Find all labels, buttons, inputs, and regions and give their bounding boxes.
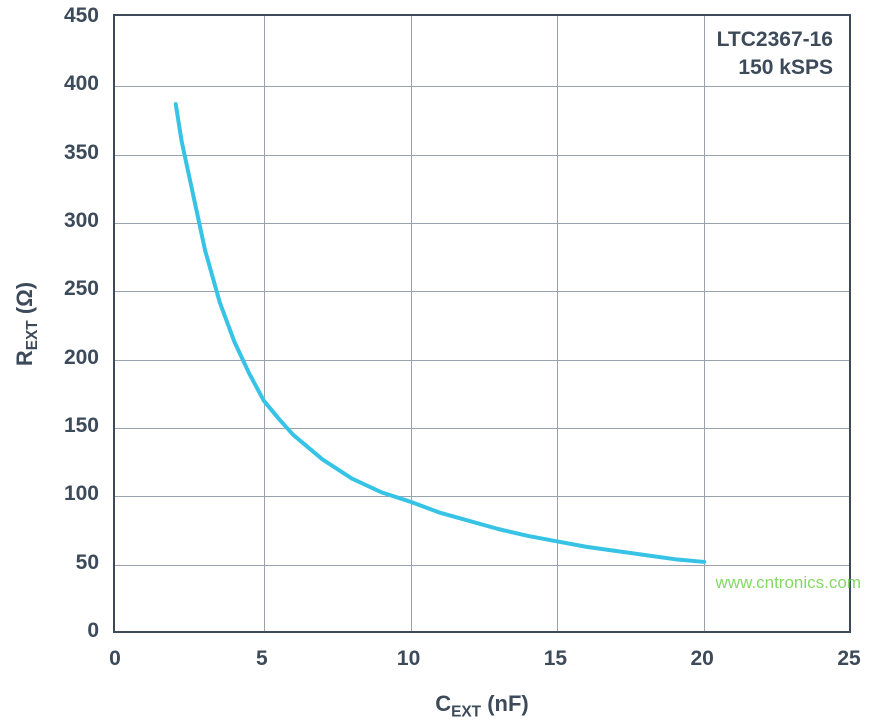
y-axis-label: REXT (Ω) [12, 281, 42, 365]
x-tick-label: 5 [256, 647, 268, 671]
y-tick-label: 100 [64, 482, 99, 506]
x-axis-label-unit: (nF) [487, 691, 529, 716]
y-tick-label: 0 [87, 619, 99, 643]
series-line [115, 16, 853, 635]
y-tick-label: 300 [64, 209, 99, 233]
y-tick-label: 250 [64, 277, 99, 301]
y-axis-label-main: R [12, 350, 37, 366]
x-axis-label-main: C [435, 691, 451, 716]
y-axis-label-unit: (Ω) [12, 281, 37, 313]
y-tick-label: 350 [64, 141, 99, 165]
plot-area [113, 14, 851, 633]
y-tick-label: 400 [64, 72, 99, 96]
x-tick-label: 25 [837, 647, 860, 671]
watermark: www.cntronics.com [716, 573, 861, 593]
chart-annotation-line: LTC2367-16 [717, 26, 833, 54]
x-tick-label: 15 [544, 647, 567, 671]
y-axis-label-sub: EXT [24, 320, 41, 350]
y-tick-label: 200 [64, 346, 99, 370]
x-axis-label: CEXT (nF) [435, 691, 528, 721]
y-tick-label: 50 [76, 551, 99, 575]
x-axis-label-sub: EXT [451, 703, 481, 720]
chart-annotation-line: 150 kSPS [717, 54, 833, 82]
x-tick-label: 0 [109, 647, 121, 671]
x-tick-label: 10 [397, 647, 420, 671]
y-tick-label: 150 [64, 414, 99, 438]
y-tick-label: 450 [64, 4, 99, 28]
chart-annotation: LTC2367-16150 kSPS [717, 26, 833, 82]
chart-container: 0510152025050100150200250300350400450CEX… [0, 0, 891, 726]
x-tick-label: 20 [691, 647, 714, 671]
